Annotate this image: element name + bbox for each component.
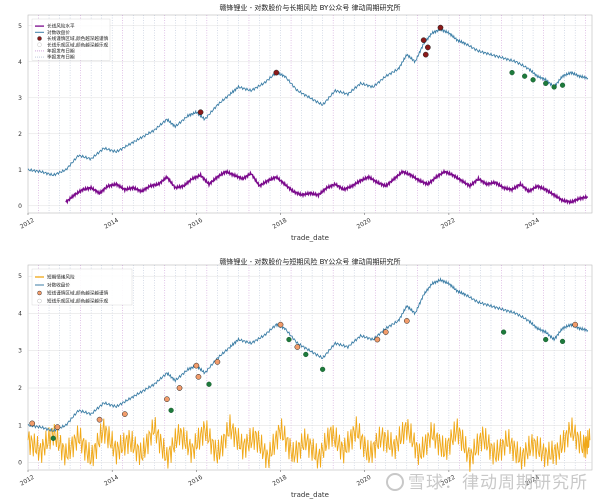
x-tick-label: 2016 [187,474,204,488]
optimism-point [530,77,536,83]
legend: 长线风险水平对数收盘价长线谨慎区域,颜色越深越谨慎长线乐观区域,颜色越深越乐观年… [31,18,111,61]
chart-panel-long-term: 0 1 2 3 4 5 2012 2014 2016 2018 2020 2022 2024 trade_… [18,3,593,242]
optimism-point [206,381,212,387]
optimism-point [286,336,292,343]
x-tick-label: 2014 [103,474,120,488]
optimism-point [559,338,566,345]
optimism-point [50,435,56,441]
x-axis-label: trade_date [291,491,329,499]
legend-label: 短线乐观区域,颜色越深越乐观 [47,298,109,305]
caution-point [176,385,183,391]
y-tick-label: 0 [18,460,22,467]
legend-swatch [37,290,42,296]
x-tick-label: 2012 [19,474,36,488]
caution-point [164,396,170,403]
series-line-risk [27,414,591,472]
y-tick-label: 1 [18,167,22,174]
optimism-point [543,336,549,343]
optimism-point [551,84,557,90]
y-tick-label: 5 [18,23,22,30]
caution-point [193,362,200,369]
plot-area [27,14,593,214]
x-tick-label: 2018 [271,217,288,231]
optimism-point [320,366,326,372]
x-tick-label: 2022 [440,217,457,231]
caution-point [273,69,280,76]
legend-label: 年报发布日期 [47,48,75,55]
series-line-log-price [27,276,589,433]
caution-point [197,109,204,116]
caution-point [29,420,36,427]
x-tick-label: 2020 [356,474,373,488]
y-tick-label: 2 [18,385,22,392]
x-tick-label: 2016 [187,217,204,231]
caution-point [54,424,61,430]
legend-box [31,268,133,306]
legend-label: 季报发布日期 [47,54,75,61]
legend-swatch [37,36,42,41]
x-axis-label: trade_date [291,234,329,242]
y-tick-label: 4 [18,59,22,66]
caution-point [403,318,410,324]
y-tick-label: 3 [18,95,22,102]
caution-point [420,37,427,44]
x-tick-label: 2014 [103,217,120,231]
caution-point [382,329,389,335]
caution-point [374,336,381,343]
caution-point [121,411,128,417]
caution-point [422,51,429,58]
legend-label: 长线乐观区域,颜色越深越乐观 [47,41,109,48]
optimism-point [543,80,549,87]
legend-swatch [37,42,42,47]
caution-point [572,321,579,328]
y-tick-label: 3 [18,348,22,355]
y-tick-label: 4 [18,310,22,317]
series-line-log-price [27,26,589,177]
caution-point [437,24,444,31]
caution-point [96,416,103,423]
x-tick-label: 2012 [19,217,36,231]
watermark: 雪球：律动周期研究所 [386,468,592,494]
legend-swatch [37,298,42,304]
legend-label: 短期情绪风险 [47,274,75,281]
legend-box [31,18,111,61]
optimism-point [522,73,528,79]
legend-label: 短线谨慎区域,颜色越深越谨慎 [47,290,109,297]
legend-label: 长线谨慎区域,颜色越深越谨慎 [47,35,109,42]
caution-point [294,344,301,350]
chart-title: 赣锋锂业 - 对数股价与短期风险 BY公众号 律动周期研究所 [219,257,400,266]
optimism-point [168,407,174,413]
optimism-point [303,351,309,358]
x-tick-label: 2018 [271,474,288,488]
y-tick-label: 1 [18,422,22,429]
chart-title: 赣锋锂业 - 对数股价与长期风险 BY公众号 律动周期研究所 [219,3,400,12]
caution-point [195,373,202,380]
xueqiu-logo-icon [386,473,404,491]
optimism-point [501,329,507,335]
legend-label: 长线风险水平 [47,23,75,30]
y-tick-label: 5 [18,273,22,280]
series-line-risk [65,168,589,205]
optimism-point [509,69,515,76]
caution-point [425,44,431,51]
legend-label: 对数收盘价 [47,29,70,36]
y-tick-label: 0 [18,203,22,210]
legend-label: 对数收盘价 [47,282,70,289]
y-tick-label: 2 [18,131,22,138]
caution-point [277,321,284,328]
x-tick-label: 2020 [356,217,373,231]
x-tick-label: 2024 [524,217,541,231]
watermark-text: 雪球：律动周期研究所 [408,473,588,493]
optimism-point [559,82,566,88]
caution-point [214,359,221,365]
